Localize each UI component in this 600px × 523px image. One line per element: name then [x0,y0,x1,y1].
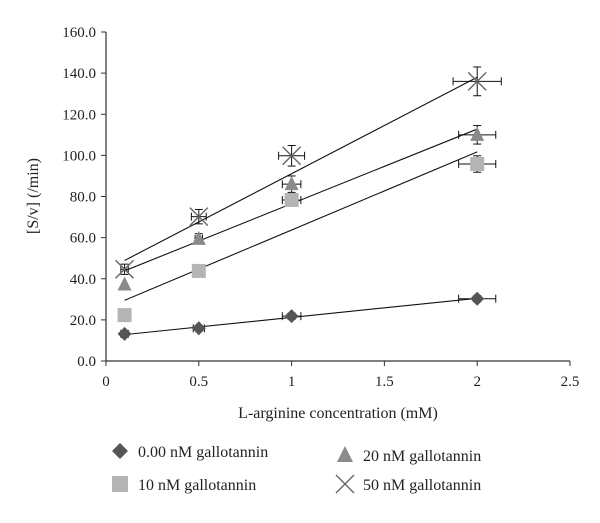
legend-marker [112,476,128,492]
markers [115,71,487,341]
data-point [189,207,209,227]
x-tick-label: 1 [288,374,296,390]
x-tick-label: 0 [102,374,110,390]
trendline [124,76,478,261]
trendlines [124,76,478,336]
legend-label: 10 nM gallotannin [138,477,256,494]
x-tick-label: 2 [473,374,481,390]
y-tick-label: 80.0 [70,190,96,206]
x-axis-title: L-arginine concentration (mM) [238,405,438,422]
y-tick-label: 60.0 [70,231,96,247]
x-tick-label: 1.5 [375,374,394,390]
data-point [117,308,132,323]
legend-marker [335,474,355,494]
legend-item: 50 nM gallotannin [335,474,481,494]
data-point [191,321,206,336]
y-axis-title: [S/v] (/min) [25,158,42,234]
y-tick-label: 120.0 [62,107,96,123]
x-tick-label: 0.5 [189,374,208,390]
data-point [115,259,135,279]
legend-marker [337,446,353,462]
legend-label: 20 nM gallotannin [363,448,481,465]
data-point [470,126,485,141]
data-point [282,146,302,166]
y-tick-label: 40.0 [70,272,96,288]
legend-item: 10 nM gallotannin [112,476,256,494]
data-point [284,176,299,191]
error-bars [120,66,502,338]
y-tick-label: 20.0 [70,313,96,329]
data-point [284,309,299,324]
y-tick-label: 100.0 [62,148,96,164]
legend-item: 20 nM gallotannin [337,446,481,465]
legend-item: 0.00 nM gallotannin [112,443,268,461]
ticks: 0 0.5 1 1.5 2 2.5 0.0 20.0 40.0 60.0 80.0 100.0 120.… [62,25,579,390]
legend-label: 50 nM gallotannin [363,477,481,494]
legend: 0.00 nM gallotannin 20 nM gallotannin 10 n… [112,443,481,494]
y-tick-label: 0.0 [77,354,96,370]
legend-label: 0.00 nM gallotannin [138,444,268,461]
y-tick-label: 160.0 [62,25,96,41]
data-point [191,230,206,245]
data-point [117,326,132,341]
legend-marker [112,443,128,459]
data-point [470,157,485,172]
trendline [124,151,478,301]
y-tick-label: 140.0 [62,66,96,82]
data-point [467,71,487,91]
data-point [470,291,485,306]
data-point [284,192,299,207]
x-tick-label: 2.5 [561,374,580,390]
data-point [117,276,132,291]
data-point [191,263,206,278]
